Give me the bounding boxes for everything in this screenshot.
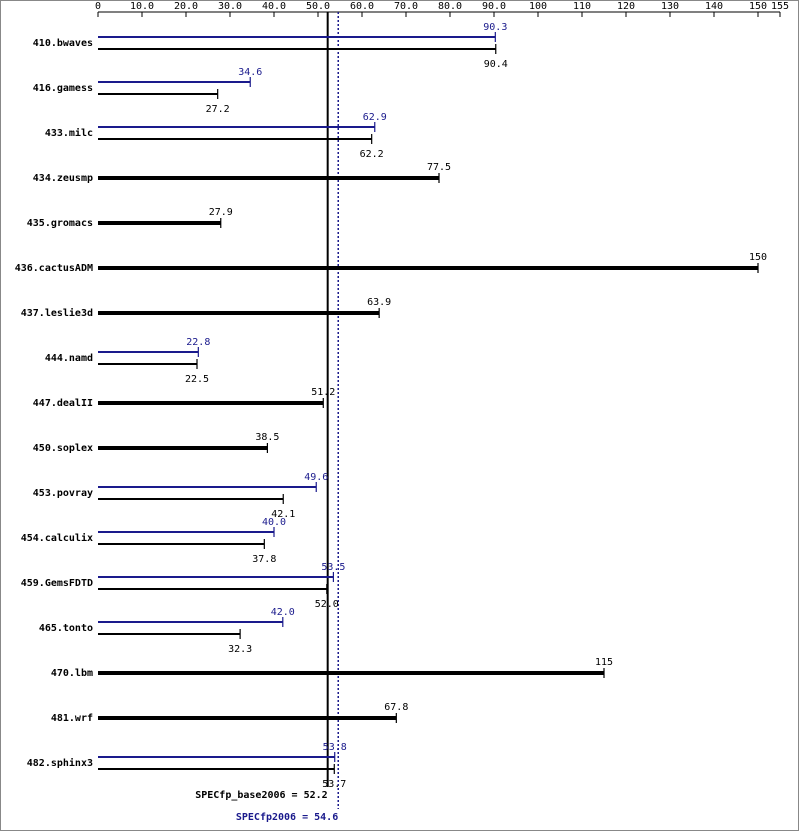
value-label: 77.5 bbox=[427, 162, 451, 173]
value-label: 52.0 bbox=[315, 599, 339, 610]
x-tick-label: 80.0 bbox=[438, 1, 462, 12]
category-label: 470.lbm bbox=[51, 668, 93, 679]
value-label: 22.8 bbox=[186, 337, 210, 348]
value-label: 49.6 bbox=[304, 472, 328, 483]
value-label: 51.2 bbox=[311, 387, 335, 398]
value-label: 27.9 bbox=[209, 207, 233, 218]
reference-label: SPECfp2006 = 54.6 bbox=[236, 812, 338, 823]
value-label: 67.8 bbox=[384, 702, 408, 713]
category-label: 447.dealII bbox=[33, 398, 93, 409]
category-label: 450.soplex bbox=[33, 443, 93, 454]
category-label: 435.gromacs bbox=[27, 218, 93, 229]
category-label: 437.leslie3d bbox=[21, 307, 93, 319]
category-label: 453.povray bbox=[33, 488, 93, 499]
category-label: 465.tonto bbox=[39, 623, 93, 634]
value-label: 42.1 bbox=[271, 509, 295, 520]
x-tick-label: 10.0 bbox=[130, 1, 154, 12]
value-label: 115 bbox=[595, 657, 613, 668]
value-label: 53.5 bbox=[321, 562, 345, 573]
value-label: 53.7 bbox=[322, 779, 346, 790]
reference-label: SPECfp_base2006 = 52.2 bbox=[195, 790, 327, 801]
value-label: 34.6 bbox=[238, 67, 262, 78]
x-tick-label: 100 bbox=[529, 1, 547, 12]
x-tick-label: 70.0 bbox=[394, 1, 418, 12]
category-label: 444.namd bbox=[45, 353, 93, 364]
value-label: 37.8 bbox=[252, 554, 276, 565]
x-tick-label: 30.0 bbox=[218, 1, 242, 12]
x-tick-label: 90.0 bbox=[482, 1, 506, 12]
x-tick-label: 50.0 bbox=[306, 1, 330, 12]
value-label: 32.3 bbox=[228, 644, 252, 655]
category-label: 410.bwaves bbox=[33, 38, 93, 49]
x-tick-label: 110 bbox=[573, 1, 591, 12]
x-tick-label: 130 bbox=[661, 1, 679, 12]
x-tick-label: 40.0 bbox=[262, 1, 286, 12]
category-label: 454.calculix bbox=[21, 532, 93, 544]
value-label: 22.5 bbox=[185, 374, 209, 385]
x-tick-label: 140 bbox=[705, 1, 723, 12]
value-label: 63.9 bbox=[367, 297, 391, 308]
value-label: 150 bbox=[749, 252, 767, 263]
category-label: 482.sphinx3 bbox=[27, 757, 93, 769]
category-label: 459.GemsFDTD bbox=[21, 578, 93, 589]
category-label: 416.gamess bbox=[33, 83, 93, 94]
value-label: 42.0 bbox=[271, 607, 295, 618]
x-tick-label: 155 bbox=[771, 1, 789, 12]
value-label: 53.8 bbox=[323, 742, 347, 753]
value-label: 38.5 bbox=[255, 432, 279, 443]
value-label: 40.0 bbox=[262, 517, 286, 528]
category-label: 436.cactusADM bbox=[15, 263, 93, 274]
value-label: 27.2 bbox=[206, 104, 230, 115]
x-tick-label: 60.0 bbox=[350, 1, 374, 12]
x-tick-label: 0 bbox=[95, 1, 101, 12]
category-label: 433.milc bbox=[45, 127, 93, 139]
x-tick-label: 150 bbox=[749, 1, 767, 12]
value-label: 90.4 bbox=[484, 59, 508, 70]
value-label: 62.9 bbox=[363, 112, 387, 123]
x-tick-label: 20.0 bbox=[174, 1, 198, 12]
value-label: 90.3 bbox=[483, 22, 507, 33]
category-label: 434.zeusmp bbox=[33, 173, 93, 184]
x-tick-label: 120 bbox=[617, 1, 635, 12]
category-label: 481.wrf bbox=[51, 713, 93, 724]
value-label: 62.2 bbox=[360, 149, 384, 160]
